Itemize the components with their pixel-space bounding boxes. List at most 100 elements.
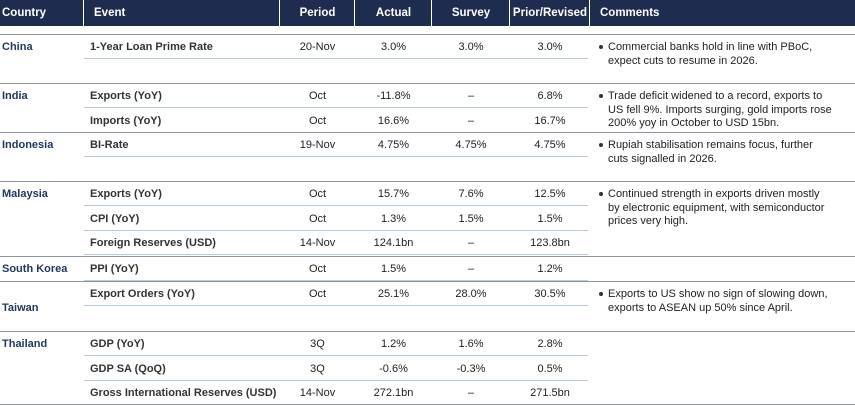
cell-value: 15.7% (377, 188, 410, 200)
cell-value: 272.1bn (373, 387, 414, 399)
country: Malaysia (2, 188, 48, 200)
cell-value: 1.5% (537, 212, 563, 225)
cell-value: 271.5bn (530, 387, 570, 399)
cell-value: -0.3% (456, 362, 486, 375)
cell-value: Oct (308, 212, 327, 225)
cell-value: 3Q (310, 338, 325, 350)
header-divider (279, 0, 280, 26)
row-line (84, 355, 588, 356)
group-line (0, 256, 855, 257)
cell-value: -0.6% (379, 362, 408, 375)
cell-value: 6.8% (537, 90, 563, 102)
row-line (84, 58, 588, 59)
cell-value: 20-Nov (299, 41, 336, 53)
bullet (599, 192, 603, 196)
cell-value: 0.5% (537, 362, 563, 375)
cell-value: Oct (308, 188, 327, 200)
country: China (2, 41, 33, 53)
bullet (599, 94, 603, 98)
event: Export Orders (YoY) (90, 288, 195, 300)
group-line (0, 181, 855, 182)
event: BI-Rate (90, 139, 129, 151)
cell-value: 16.6% (377, 114, 410, 127)
comment: exports to ASEAN up 50% since April. (608, 301, 793, 314)
row-line (84, 107, 588, 108)
country: India (2, 90, 28, 102)
header-divider (509, 0, 510, 26)
row-line (84, 305, 588, 306)
cell-value: – (467, 263, 475, 275)
cell-value: 1.2% (380, 338, 407, 350)
event: PPI (YoY) (90, 263, 139, 275)
event: CPI (YoY) (90, 212, 140, 225)
header-divider (589, 0, 590, 26)
cell-value: Oct (308, 288, 327, 300)
cell-value: 7.6% (458, 188, 484, 200)
comment: US fell 9%. Imports surging, gold import… (608, 103, 832, 116)
cell-value: 123.8bn (530, 237, 570, 249)
cell-value: 25.1% (377, 288, 410, 300)
cell-value: Oct (308, 263, 327, 275)
cell-value: 14-Nov (299, 387, 336, 399)
event: Foreign Reserves (USD) (90, 237, 216, 249)
cell-value: Oct (308, 90, 327, 102)
comment: Rupiah stabilisation remains focus, furt… (608, 139, 813, 151)
row-line (84, 254, 588, 255)
header-divider (431, 0, 432, 26)
header-label: Comments (600, 7, 660, 19)
header-label: Country (2, 7, 47, 19)
header-bar (0, 0, 855, 26)
group-line (0, 34, 855, 35)
event: Exports (YoY) (90, 188, 162, 200)
event: Imports (YoY) (90, 114, 162, 127)
header-label: Period (299, 7, 336, 19)
comment: Continued strength in exports driven mos… (608, 188, 820, 200)
bottom-line (0, 404, 855, 405)
cell-value: 3.0% (458, 41, 484, 53)
country: South Korea (2, 263, 68, 275)
header-divider (354, 0, 355, 26)
cell-value: 3.0% (537, 41, 563, 53)
cell-value: 1.2% (537, 263, 563, 275)
event: GDP SA (QoQ) (90, 362, 166, 375)
country: Thailand (2, 338, 48, 350)
bullet (599, 45, 603, 49)
comment: Exports to US show no sign of slowing do… (608, 288, 828, 300)
row-line (84, 205, 588, 206)
cell-value: 1.5% (380, 263, 407, 275)
cell-value: – (467, 387, 475, 399)
bullet (599, 143, 603, 147)
row-line (84, 156, 588, 157)
group-line (0, 281, 855, 282)
comment: Commercial banks hold in line with PBoC, (608, 41, 813, 53)
comment: 200% yoy in October to USD 15bn. (608, 117, 780, 129)
cell-value: 3Q (310, 362, 325, 375)
cell-value: 12.5% (534, 188, 566, 200)
comment: cuts signalled in 2026. (608, 152, 717, 165)
cell-value: 3.0% (380, 41, 407, 53)
header-label: Prior/Revised (512, 7, 588, 19)
cell-value: Oct (308, 114, 327, 127)
cell-value: 19-Nov (299, 139, 336, 151)
row-line (84, 229, 588, 231)
row-line (84, 280, 588, 281)
comment: Trade deficit widened to a record, expor… (608, 90, 823, 102)
group-line (0, 331, 855, 332)
cell-value: 1.5% (458, 212, 484, 225)
country: Taiwan (2, 302, 39, 314)
header-label: Survey (451, 7, 491, 19)
cell-value: 16.7% (534, 114, 566, 127)
event: GDP (YoY) (90, 338, 145, 350)
group-line (0, 83, 855, 84)
comment: expect cuts to resume in 2026. (608, 54, 758, 67)
bullet (599, 292, 603, 296)
cell-value: -11.8% (376, 90, 411, 102)
event: Gross International Reserves (USD) (90, 387, 277, 399)
cell-value: – (467, 237, 475, 249)
comment: prices very high. (608, 215, 689, 227)
cell-value: 124.1bn (373, 237, 414, 249)
header-label: Actual (375, 7, 412, 19)
cell-value: 4.75% (377, 139, 410, 151)
cell-value: 4.75% (455, 139, 487, 151)
